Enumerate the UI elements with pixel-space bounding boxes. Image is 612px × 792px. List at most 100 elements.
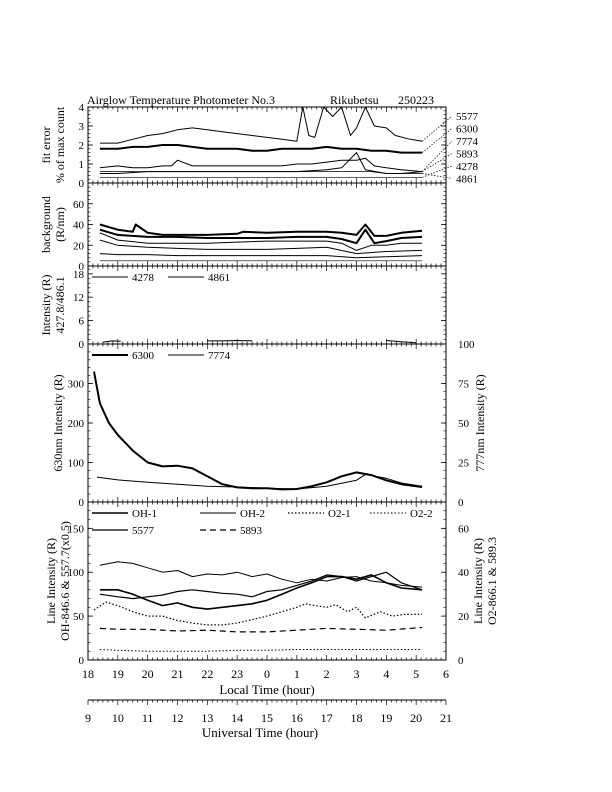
y-tick-label-red_oi: 0 <box>79 497 85 509</box>
local-time-tick-label: 4 <box>383 667 389 681</box>
right-series-label: 5577 <box>456 111 479 123</box>
y-tick-label-background: 0 <box>79 261 85 273</box>
right-series-label: 7774 <box>456 136 479 148</box>
local-time-tick-label: 18 <box>82 667 94 681</box>
right-label-leader <box>421 115 453 142</box>
legend-label-line_intensity: O2-1 <box>328 508 351 520</box>
series-line-fit_error-5577 <box>99 107 423 144</box>
y-axis-label-left-line_intensity: OH-846.6 & 557.7(x0.5) <box>58 521 72 641</box>
y-right-tick-label-line_intensity: 60 <box>458 523 470 535</box>
series-line-blue_lines-4278 <box>102 340 121 343</box>
series-line-background-bg5 <box>99 253 423 259</box>
series-line-line_intensity-O2-2 <box>99 649 423 652</box>
legend-label-line_intensity: O2-2 <box>410 508 433 520</box>
y-tick-label-blue_lines: 0 <box>79 339 85 351</box>
y-right-tick-label-red_oi: 0 <box>458 497 464 509</box>
local-time-tick-label: 5 <box>413 667 419 681</box>
y-tick-label-background: 60 <box>73 199 85 211</box>
y-axis-label-left-red_oi: 630nm Intensity (R) <box>51 374 65 471</box>
local-time-tick-label: 19 <box>112 667 124 681</box>
y-axis-label-fit_error: % of max count <box>53 106 67 183</box>
y-tick-label-fit_error: 0 <box>79 178 85 190</box>
y-tick-label-line_intensity: 100 <box>68 567 85 579</box>
y-tick-label-fit_error: 1 <box>79 159 85 171</box>
y-tick-label-background: 40 <box>73 220 85 232</box>
y-tick-label-red_oi: 200 <box>68 418 85 430</box>
ut-tick-label: 13 <box>201 711 213 725</box>
y-tick-label-blue_lines: 12 <box>73 292 84 304</box>
legend-label-blue_lines: 4861 <box>208 272 230 284</box>
right-label-leader <box>421 140 453 172</box>
right-label-leader <box>422 165 453 178</box>
y-axis-label-blue_lines: 427.8/486.1 <box>53 276 67 333</box>
ut-tick-label: 14 <box>231 711 243 725</box>
local-time-tick-label: 6 <box>443 667 449 681</box>
series-line-fit_error-6300 <box>99 144 423 154</box>
y-axis-label-right-line_intensity: Line Intensity (R) <box>471 538 485 624</box>
y-axis-label-left-line_intensity: Line Intensity (R) <box>44 538 58 624</box>
legend-label-line_intensity: 5577 <box>132 525 155 537</box>
legend-label-line_intensity: OH-1 <box>132 508 157 520</box>
series-line-background-bg4 <box>99 239 423 255</box>
ut-tick-label: 12 <box>172 711 184 725</box>
local-time-axis-label: Local Time (hour) <box>219 682 314 697</box>
series-line-background-bg1 <box>99 223 423 237</box>
y-tick-label-line_intensity: 150 <box>68 523 85 535</box>
y-tick-label-blue_lines: 18 <box>73 269 85 281</box>
y-tick-label-blue_lines: 6 <box>79 316 85 328</box>
series-line-line_intensity-5893 <box>99 626 423 633</box>
right-label-leader <box>421 128 453 153</box>
y-axis-label-blue_lines: Intensity (R) <box>39 275 53 336</box>
series-line-line_intensity-O2-1 <box>93 601 423 626</box>
ut-tick-label: 15 <box>261 711 273 725</box>
local-time-tick-label: 23 <box>231 667 243 681</box>
local-time-tick-label: 2 <box>324 667 330 681</box>
ut-tick-label: 21 <box>440 711 452 725</box>
y-tick-label-red_oi: 100 <box>68 458 85 470</box>
series-line-fit_error-5893 <box>99 152 423 174</box>
y-axis-label-background: background <box>39 196 53 253</box>
series-line-fit_error-4861 <box>99 171 423 174</box>
ut-tick-label: 19 <box>380 711 392 725</box>
ut-tick-label: 17 <box>321 711 333 725</box>
y-right-tick-label-red_oi: 50 <box>458 418 470 430</box>
legend-label-red_oi: 6300 <box>132 350 155 362</box>
local-time-tick-label: 3 <box>354 667 360 681</box>
y-tick-label-fit_error: 3 <box>79 121 85 133</box>
y-axis-label-background: (R/nm) <box>53 207 67 242</box>
legend-label-red_oi: 7774 <box>208 350 231 362</box>
ut-tick-label: 11 <box>142 711 154 725</box>
panel-frame-red_oi <box>87 343 447 503</box>
series-line-background-bg2 <box>99 228 423 245</box>
right-label-leader <box>422 173 453 179</box>
ut-tick-label: 16 <box>291 711 303 725</box>
legend-label-line_intensity: 5893 <box>240 525 263 537</box>
right-series-label: 4278 <box>456 161 479 173</box>
y-axis-label-right-line_intensity: O2-866.1 & 589.3 <box>485 537 499 625</box>
legend-label-line_intensity: OH-2 <box>240 508 265 520</box>
ut-tick-label: 10 <box>112 711 124 725</box>
right-series-label: 6300 <box>456 124 479 136</box>
y-tick-label-fit_error: 2 <box>79 140 85 152</box>
y-right-tick-label-line_intensity: 40 <box>458 567 470 579</box>
y-axis-label-right-red_oi: 777nm Intensity (R) <box>473 374 487 471</box>
series-line-red_oi-6300 <box>93 371 423 491</box>
y-tick-label-red_oi: 300 <box>68 379 85 391</box>
y-right-tick-label-red_oi: 25 <box>458 458 470 470</box>
right-series-label: 4861 <box>456 174 478 186</box>
y-right-tick-label-line_intensity: 0 <box>458 655 464 667</box>
local-time-tick-label: 21 <box>172 667 184 681</box>
series-line-line_intensity-OH-1 <box>99 574 423 610</box>
panel-frame-background <box>87 182 447 267</box>
chart-date-code: 250223 <box>398 93 434 107</box>
series-line-line_intensity-5577 <box>99 571 423 600</box>
chart-title: Airglow Temperature Photometer No.3 <box>87 93 275 107</box>
ut-tick-label: 18 <box>351 711 363 725</box>
ut-tick-label: 20 <box>410 711 422 725</box>
local-time-tick-label: 22 <box>201 667 213 681</box>
series-line-blue_lines-4861b <box>386 340 417 344</box>
right-series-label: 5893 <box>456 149 479 161</box>
legend-label-blue_lines: 4278 <box>132 272 155 284</box>
y-tick-label-line_intensity: 50 <box>73 611 85 623</box>
